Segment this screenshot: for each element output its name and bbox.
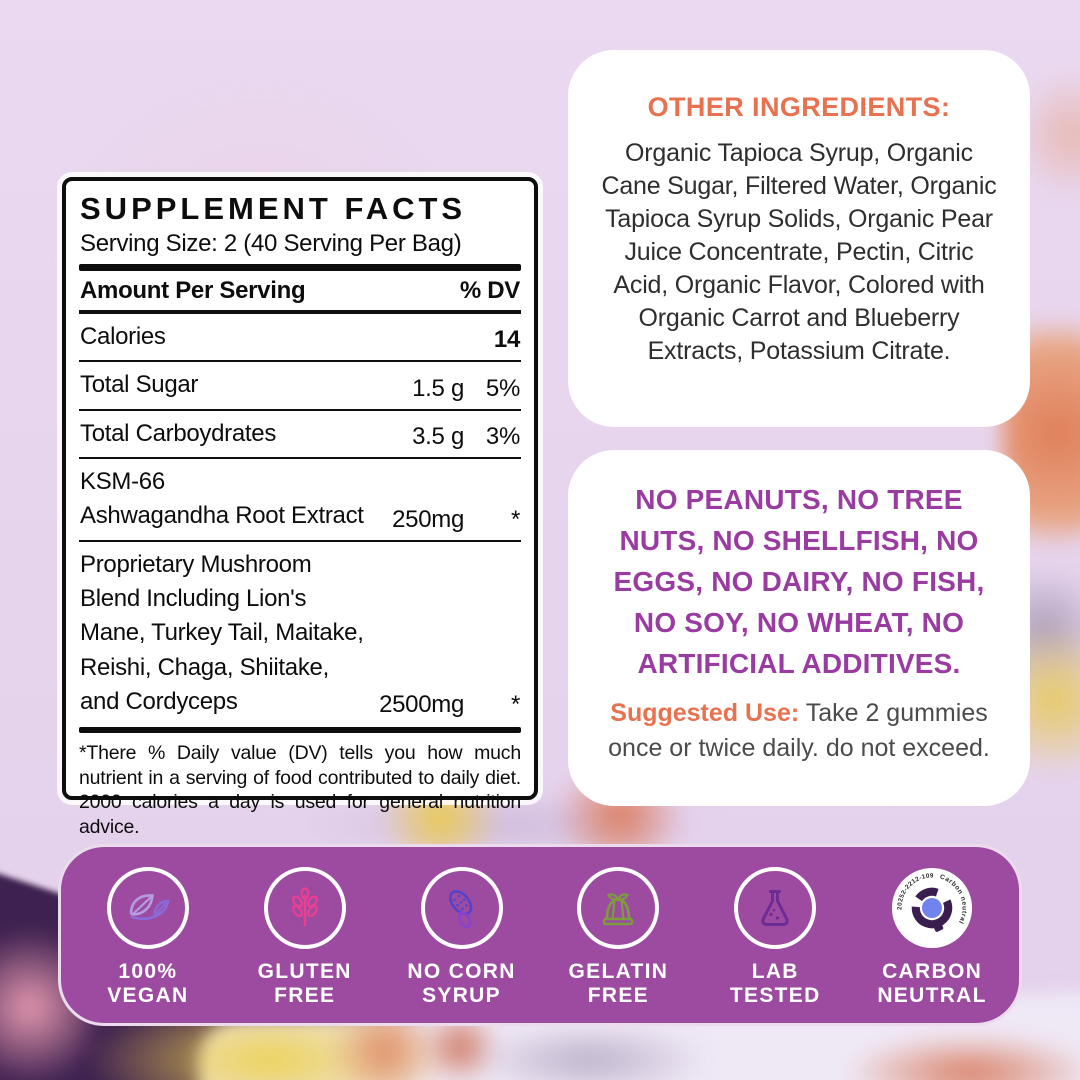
- corn-icon: [420, 867, 503, 949]
- row-name: Calories: [80, 323, 166, 350]
- badges-banner: 100% VEGAN GLUTEN FREE: [58, 844, 1022, 1026]
- facts-header-row: Amount Per Serving % DV: [79, 271, 521, 314]
- carbon-neutral-badge: Carbon neutral 20252-2212-1091: [891, 865, 973, 949]
- row-amount: 250mg: [392, 505, 464, 533]
- facts-row-sugar: Total Sugar 1.5 g 5%: [79, 362, 521, 411]
- amount-per-serving-label: Amount Per Serving: [80, 277, 306, 304]
- row-name: Total Sugar: [80, 371, 199, 399]
- badge-label: GELATIN FREE: [568, 960, 669, 1007]
- allergen-card: NO PEANUTS, NO TREE NUTS, NO SHELLFISH, …: [568, 450, 1030, 806]
- badge-label: NO CORN SYRUP: [407, 960, 516, 1007]
- row-amount: 1.5 g: [412, 374, 464, 402]
- suggested-use-text: Take 2 gummies once or twice daily. do n…: [608, 699, 990, 762]
- suggested-use-label: Suggested Use:: [610, 699, 800, 728]
- row-dv: 14: [493, 326, 520, 354]
- row-name: KSM-66 Ashwagandha Root Extract: [80, 467, 364, 530]
- flask-icon: [734, 867, 817, 949]
- row-dv: *: [510, 505, 520, 533]
- facts-row-mushroom-blend: Proprietary Mushroom Blend Including Lio…: [79, 542, 521, 726]
- badge-label: GLUTEN FREE: [257, 960, 352, 1007]
- badge-gelatin-free: GELATIN FREE: [542, 867, 694, 1007]
- suggested-use: Suggested Use: Take 2 gummies once or tw…: [594, 696, 1004, 765]
- other-ingredients-title: OTHER INGREDIENTS:: [647, 92, 951, 122]
- badge-label: 100% VEGAN: [107, 960, 189, 1007]
- badge-100-vegan: 100% VEGAN: [72, 867, 224, 1007]
- row-amount: 2500mg: [379, 691, 464, 719]
- facts-row-calories: Calories 14: [79, 314, 521, 363]
- row-dv: 5%: [485, 374, 520, 402]
- row-name: Total Carboydrates: [80, 419, 277, 447]
- allergen-headline: NO PEANUTS, NO TREE NUTS, NO SHELLFISH, …: [613, 484, 985, 679]
- supplement-facts-title: SUPPLEMENT FACTS: [80, 191, 467, 226]
- carbon-logo: [911, 887, 953, 932]
- badge-lab-tested: LAB TESTED: [699, 867, 851, 1007]
- divider-thick: [79, 727, 521, 734]
- row-amount: 3.5 g: [412, 422, 464, 450]
- row-name: Proprietary Mushroom Blend Including Lio…: [80, 550, 364, 715]
- gummy-orange: [1028, 60, 1080, 210]
- dv-footnote: *There % Daily value (DV) tells you how …: [79, 742, 521, 838]
- other-ingredients-text: Organic Tapioca Syrup, Organic Cane Suga…: [601, 139, 997, 365]
- gummy-shadow: [470, 1025, 710, 1080]
- facts-row-ashwagandha: KSM-66 Ashwagandha Root Extract 250mg *: [79, 459, 521, 542]
- gelatin-icon: [577, 867, 660, 949]
- percent-dv-label: % DV: [459, 277, 520, 304]
- leaves-icon: [106, 867, 189, 949]
- badge-carbon-neutral: Carbon neutral 20252-2212-1091 CARBON NE…: [856, 865, 1008, 1007]
- badge-label: CARBON NEUTRAL: [877, 960, 987, 1007]
- supplement-facts-panel: SUPPLEMENT FACTS Serving Size: 2 (40 Ser…: [62, 177, 538, 838]
- badge-gluten-free: GLUTEN FREE: [229, 867, 381, 1007]
- row-dv: 3%: [485, 422, 520, 450]
- other-ingredients-card: OTHER INGREDIENTS: Organic Tapioca Syrup…: [568, 50, 1030, 427]
- badge-label: LAB TESTED: [729, 960, 821, 1007]
- serving-size-line: Serving Size: 2 (40 Serving Per Bag): [80, 230, 462, 257]
- facts-row-carbs: Total Carboydrates 3.5 g 3%: [79, 411, 521, 459]
- row-dv: *: [510, 691, 520, 719]
- divider-thick: [79, 264, 521, 271]
- badge-no-corn-syrup: NO CORN SYRUP: [386, 867, 538, 1007]
- wheat-icon: [263, 867, 346, 949]
